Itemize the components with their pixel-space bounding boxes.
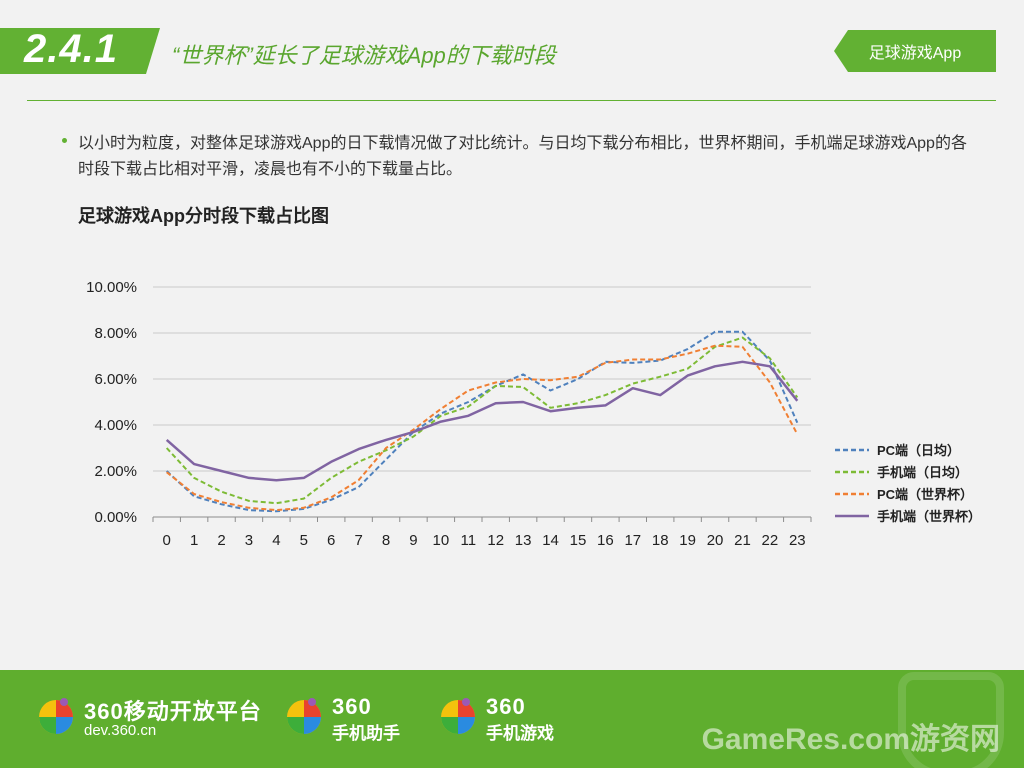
category-tag: 足球游戏App: [834, 30, 996, 72]
x-tick-label: 22: [762, 532, 779, 549]
shield-watermark-icon: [898, 672, 1004, 768]
y-tick-label: 8.00%: [94, 325, 137, 342]
x-tick-label: 18: [652, 532, 669, 549]
chart-title: 足球游戏App分时段下载占比图: [78, 206, 329, 226]
x-tick-label: 3: [245, 532, 253, 549]
x-tick-label: 2: [217, 532, 225, 549]
x-tick-label: 15: [570, 532, 587, 549]
legend-label: PC端（世界杯）: [877, 487, 973, 502]
legend-label: 手机端（日均）: [877, 465, 968, 480]
360-ball-icon: [287, 698, 321, 734]
x-tick-label: 1: [190, 532, 198, 549]
y-tick-label: 0.00%: [94, 509, 137, 526]
x-tick-label: 19: [679, 532, 696, 549]
x-tick-label: 5: [300, 532, 308, 549]
x-tick-label: 11: [461, 532, 477, 549]
x-tick-label: 8: [382, 532, 390, 549]
x-tick-label: 9: [409, 532, 417, 549]
y-tick-label: 4.00%: [94, 417, 137, 434]
logo-title: 360移动开放平台: [84, 699, 262, 724]
logo-url: dev.360.cn: [84, 722, 157, 739]
page-title: “世界杯”延长了足球游戏App的下载时段: [172, 43, 556, 68]
y-tick-label: 6.00%: [94, 371, 137, 388]
x-tick-label: 23: [789, 532, 806, 549]
footer: 360移动开放平台 dev.360.cn 360 手机助手 360 手机游戏 G…: [0, 670, 1024, 768]
legend-label: PC端（日均）: [877, 443, 960, 458]
x-tick-label: 16: [597, 532, 614, 549]
x-tick-label: 0: [163, 532, 171, 549]
section-number: 2.4.1: [24, 27, 118, 71]
series-line: [165, 360, 799, 482]
gameres-watermark: GameRes.com游资网: [701, 723, 1000, 756]
header-divider: [27, 100, 996, 101]
x-tick-label: 12: [487, 532, 504, 549]
x-tick-label: 17: [624, 532, 641, 549]
series-line: [166, 330, 799, 513]
x-tick-label: 14: [542, 532, 559, 549]
x-tick-label: 13: [515, 532, 532, 549]
x-tick-label: 6: [327, 532, 335, 549]
series-line: [165, 336, 799, 505]
360-ball-icon: [441, 698, 475, 734]
description-text: 以小时为粒度，对整体足球游戏App的日下载情况做了对比统计。与日均下载分布相比，…: [78, 135, 967, 178]
x-tick-label: 21: [734, 532, 751, 549]
logo-title: 360: [486, 694, 526, 719]
x-tick-label: 10: [433, 532, 450, 549]
x-tick-label: 7: [354, 532, 362, 549]
bullet-icon: [62, 138, 67, 143]
x-tick-label: 4: [272, 532, 280, 549]
y-tick-label: 10.00%: [86, 279, 137, 296]
logo-title: 360: [332, 694, 372, 719]
x-tick-label: 20: [707, 532, 724, 549]
logo-subtitle: 手机助手: [332, 724, 400, 743]
section-badge: [0, 28, 160, 74]
line-chart: 0.00%2.00%4.00%6.00%8.00%10.00%0 1 2 3 4 5 6 7 8…: [86, 279, 981, 549]
360-ball-icon: [39, 698, 73, 734]
y-tick-label: 2.00%: [94, 463, 137, 480]
series-line: [166, 344, 799, 512]
legend-label: 手机端（世界杯）: [877, 509, 981, 524]
logo-subtitle: 手机游戏: [486, 724, 554, 743]
